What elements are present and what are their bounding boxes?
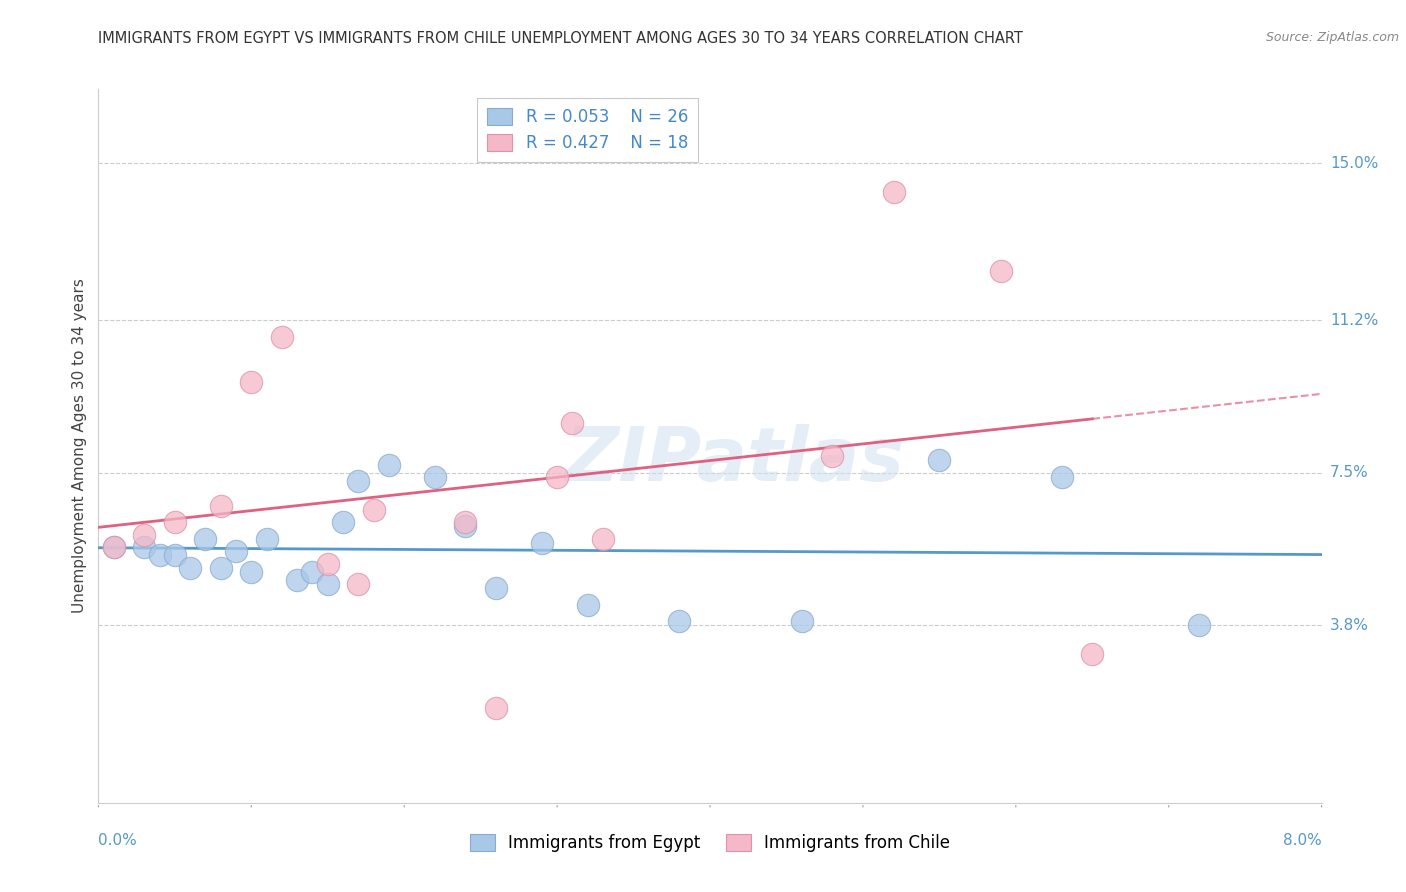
Point	[1050, 470, 1073, 484]
Point	[225, 544, 247, 558]
Point	[347, 577, 370, 591]
Point	[485, 582, 508, 596]
Point	[163, 516, 186, 530]
Point	[240, 375, 263, 389]
Text: 0.0%: 0.0%	[98, 833, 138, 848]
Point	[134, 527, 156, 541]
Text: Source: ZipAtlas.com: Source: ZipAtlas.com	[1265, 31, 1399, 45]
Point	[990, 263, 1012, 277]
Point	[179, 560, 201, 574]
Point	[454, 516, 477, 530]
Y-axis label: Unemployment Among Ages 30 to 34 years: Unemployment Among Ages 30 to 34 years	[72, 278, 87, 614]
Point	[454, 519, 477, 533]
Point	[256, 532, 278, 546]
Point	[134, 540, 156, 554]
Point	[209, 560, 232, 574]
Legend: R = 0.053    N = 26, R = 0.427    N = 18: R = 0.053 N = 26, R = 0.427 N = 18	[478, 97, 697, 162]
Point	[485, 701, 508, 715]
Point	[561, 417, 583, 431]
Point	[530, 536, 553, 550]
Point	[378, 458, 401, 472]
Point	[149, 549, 172, 563]
Point	[363, 503, 385, 517]
Text: 15.0%: 15.0%	[1330, 156, 1378, 171]
Point	[285, 573, 308, 587]
Point	[103, 540, 125, 554]
Point	[347, 474, 370, 488]
Point	[546, 470, 568, 484]
Point	[194, 532, 217, 546]
Point	[423, 470, 446, 484]
Point	[316, 577, 339, 591]
Point	[592, 532, 614, 546]
Point	[821, 450, 844, 464]
Point	[332, 516, 354, 530]
Point	[1188, 618, 1211, 632]
Text: 3.8%: 3.8%	[1330, 618, 1369, 633]
Point	[103, 540, 125, 554]
Point	[576, 598, 599, 612]
Text: 11.2%: 11.2%	[1330, 313, 1378, 327]
Point	[209, 499, 232, 513]
Point	[301, 565, 323, 579]
Point	[668, 615, 690, 629]
Point	[928, 453, 950, 467]
Point	[1081, 648, 1104, 662]
Point	[883, 186, 905, 200]
Text: IMMIGRANTS FROM EGYPT VS IMMIGRANTS FROM CHILE UNEMPLOYMENT AMONG AGES 30 TO 34 : IMMIGRANTS FROM EGYPT VS IMMIGRANTS FROM…	[98, 31, 1024, 46]
Text: 7.5%: 7.5%	[1330, 466, 1368, 480]
Point	[316, 557, 339, 571]
Point	[790, 615, 813, 629]
Point	[240, 565, 263, 579]
Point	[270, 329, 294, 343]
Text: ZIPatlas: ZIPatlas	[564, 424, 904, 497]
Point	[163, 549, 186, 563]
Text: 8.0%: 8.0%	[1282, 833, 1322, 848]
